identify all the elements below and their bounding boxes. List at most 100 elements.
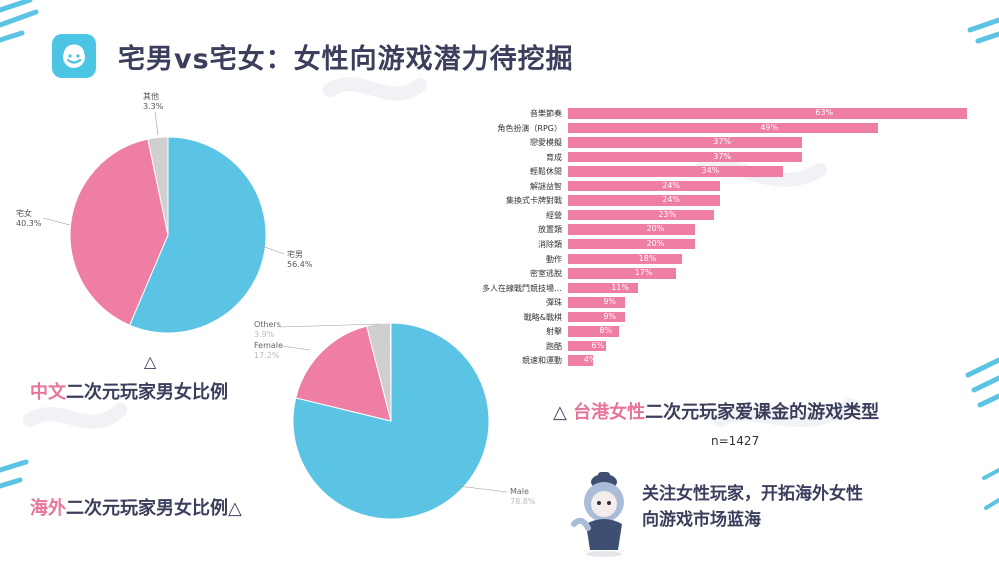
bar	[568, 195, 720, 206]
bar	[568, 166, 784, 177]
bar-value-label: 20%	[646, 238, 665, 248]
bar	[568, 137, 803, 148]
pie-cn-slice-1	[69, 138, 169, 326]
pie-cn-label-female-name: 宅女	[16, 209, 32, 218]
bar-value-label: 23%	[658, 209, 677, 219]
caption-overseas-rest: 二次元玩家男女比例△	[66, 498, 242, 519]
bar-value-label: 24%	[662, 195, 681, 205]
bar-value-label: 20%	[646, 224, 665, 234]
bar-value-label: 37%	[713, 137, 732, 147]
bar-category-label: 跑酷	[546, 341, 562, 351]
bar-value-label: 9%	[603, 311, 617, 321]
bar-category-label: 戀愛模擬	[530, 138, 562, 148]
bar	[568, 340, 606, 352]
pie-os-label-male-name: Male	[510, 487, 529, 496]
bar-value-label: 11%	[611, 282, 629, 292]
pie-cn-label-other: 其他 3.3%	[143, 92, 163, 112]
bar-value-label: 49%	[760, 122, 779, 132]
bar	[568, 180, 720, 192]
pie-cn-label-female: 宅女 40.3%	[16, 209, 41, 229]
bar-category-label: 輕鬆休閒	[530, 167, 562, 177]
pie-cn-label-other-value: 3.3%	[143, 102, 164, 111]
bar	[568, 326, 619, 337]
bar-category-label: 音樂節奏	[530, 109, 562, 118]
bar-value-label: 17%	[634, 268, 653, 278]
promo-text: 关注女性玩家，开拓海外女性 向游戏市场蓝海	[642, 481, 972, 533]
bar-category-label: 解謎益智	[530, 181, 562, 191]
pie-os-slice-0	[292, 322, 490, 520]
pie-os-label-female: Female 17.2%	[254, 341, 283, 361]
pie-cn-label-male: 宅男 56.4%	[287, 250, 312, 270]
pie-cn-label-male-value: 56.4%	[287, 260, 313, 269]
app-logo-icon	[52, 34, 96, 78]
pie-os-leader-lines	[279, 323, 508, 493]
bar-category-label: 彈珠	[546, 298, 562, 308]
caption-cn-triangle: △	[144, 352, 157, 371]
bar-category-label: 經營	[546, 210, 562, 220]
pie-cn-leader-lines	[42, 111, 285, 255]
caption-hk-rest: 二次元玩家爱课金的游戏类型	[645, 402, 880, 423]
bar-category-label: 多人在線戰鬥競技場…	[482, 283, 562, 293]
pie-os-label-other-value: 3.9%	[254, 330, 275, 339]
bar	[568, 282, 638, 294]
bar-category-label: 角色扮演（RPG）	[497, 123, 562, 133]
promo-line-2: 向游戏市场蓝海	[642, 510, 761, 530]
bar	[568, 238, 695, 250]
caption-hk-highlight: 台港女性	[573, 402, 646, 423]
bar-category-label: 育成	[546, 152, 562, 162]
pie-chart-cn	[69, 136, 267, 334]
pie-cn-label-female-value: 40.3%	[16, 219, 42, 228]
pie-os-label-female-value: 17.2%	[254, 351, 280, 360]
pie-os-label-other-name: Others	[254, 320, 281, 329]
bar-category-label: 戰略&戰棋	[523, 312, 562, 322]
bar	[568, 311, 625, 323]
pie-cn-slice-2	[147, 136, 169, 236]
pie-os-label-male-value: 78.8%	[510, 497, 536, 506]
bar	[568, 268, 676, 279]
bar	[568, 224, 695, 235]
bar-value-label: 63%	[815, 108, 834, 117]
pie-cn-label-male-name: 宅男	[287, 250, 303, 259]
bar-category-label: 射擊	[546, 327, 562, 337]
sample-size-label: n=1427	[711, 434, 760, 448]
caption-overseas: 海外二次元玩家男女比例△	[30, 494, 242, 520]
bar	[568, 151, 803, 163]
pie-os-label-male: Male 78.8%	[510, 487, 535, 507]
bar-category-label: 動作	[546, 254, 562, 264]
bar-value-label: 9%	[603, 297, 617, 307]
mascot-character-icon	[571, 472, 624, 557]
slide-title: 宅男vs宅女：女性向游戏潜力待挖掘	[118, 44, 574, 75]
caption-cn-highlight: 中文	[30, 382, 66, 403]
bar	[568, 209, 714, 221]
bar	[568, 108, 967, 119]
bar-value-label: 6%	[591, 340, 605, 350]
pie-chart-overseas	[292, 322, 490, 520]
bar-value-label: 18%	[638, 253, 657, 263]
caption-cn-rest: 二次元玩家男女比例	[66, 382, 228, 403]
bar	[568, 355, 594, 366]
pie-os-slice-1	[295, 325, 392, 422]
pie-os-label-other: Others 3.9%	[254, 320, 281, 340]
bar-category-label: 集換式卡牌對戰	[506, 196, 562, 206]
bar-category-label: 消除類	[538, 239, 562, 249]
promo-line-1: 关注女性玩家，开拓海外女性	[642, 484, 863, 504]
bar	[568, 122, 879, 134]
bar-category-label: 放置類	[538, 225, 562, 235]
bar-value-label: 4%	[583, 355, 597, 365]
bar-value-label: 8%	[599, 326, 613, 336]
bar-value-label: 37%	[713, 151, 732, 161]
caption-cn: 中文二次元玩家男女比例	[30, 378, 228, 404]
caption-hk-triangle: △	[553, 402, 567, 423]
bar-category-label: 密室逃脫	[530, 269, 562, 279]
bar-category-label: 競速和運動	[522, 356, 562, 366]
decorative-stripes-left	[0, 0, 39, 489]
decorative-stripes-right	[965, 17, 999, 510]
bar	[568, 253, 682, 264]
pie-os-label-female-name: Female	[254, 341, 283, 350]
caption-hk: △ 台港女性二次元玩家爱课金的游戏类型	[553, 398, 879, 424]
caption-overseas-highlight: 海外	[30, 498, 66, 519]
bar-value-label: 24%	[662, 180, 681, 190]
pie-cn-slice-0	[128, 136, 267, 334]
bar	[568, 297, 625, 308]
